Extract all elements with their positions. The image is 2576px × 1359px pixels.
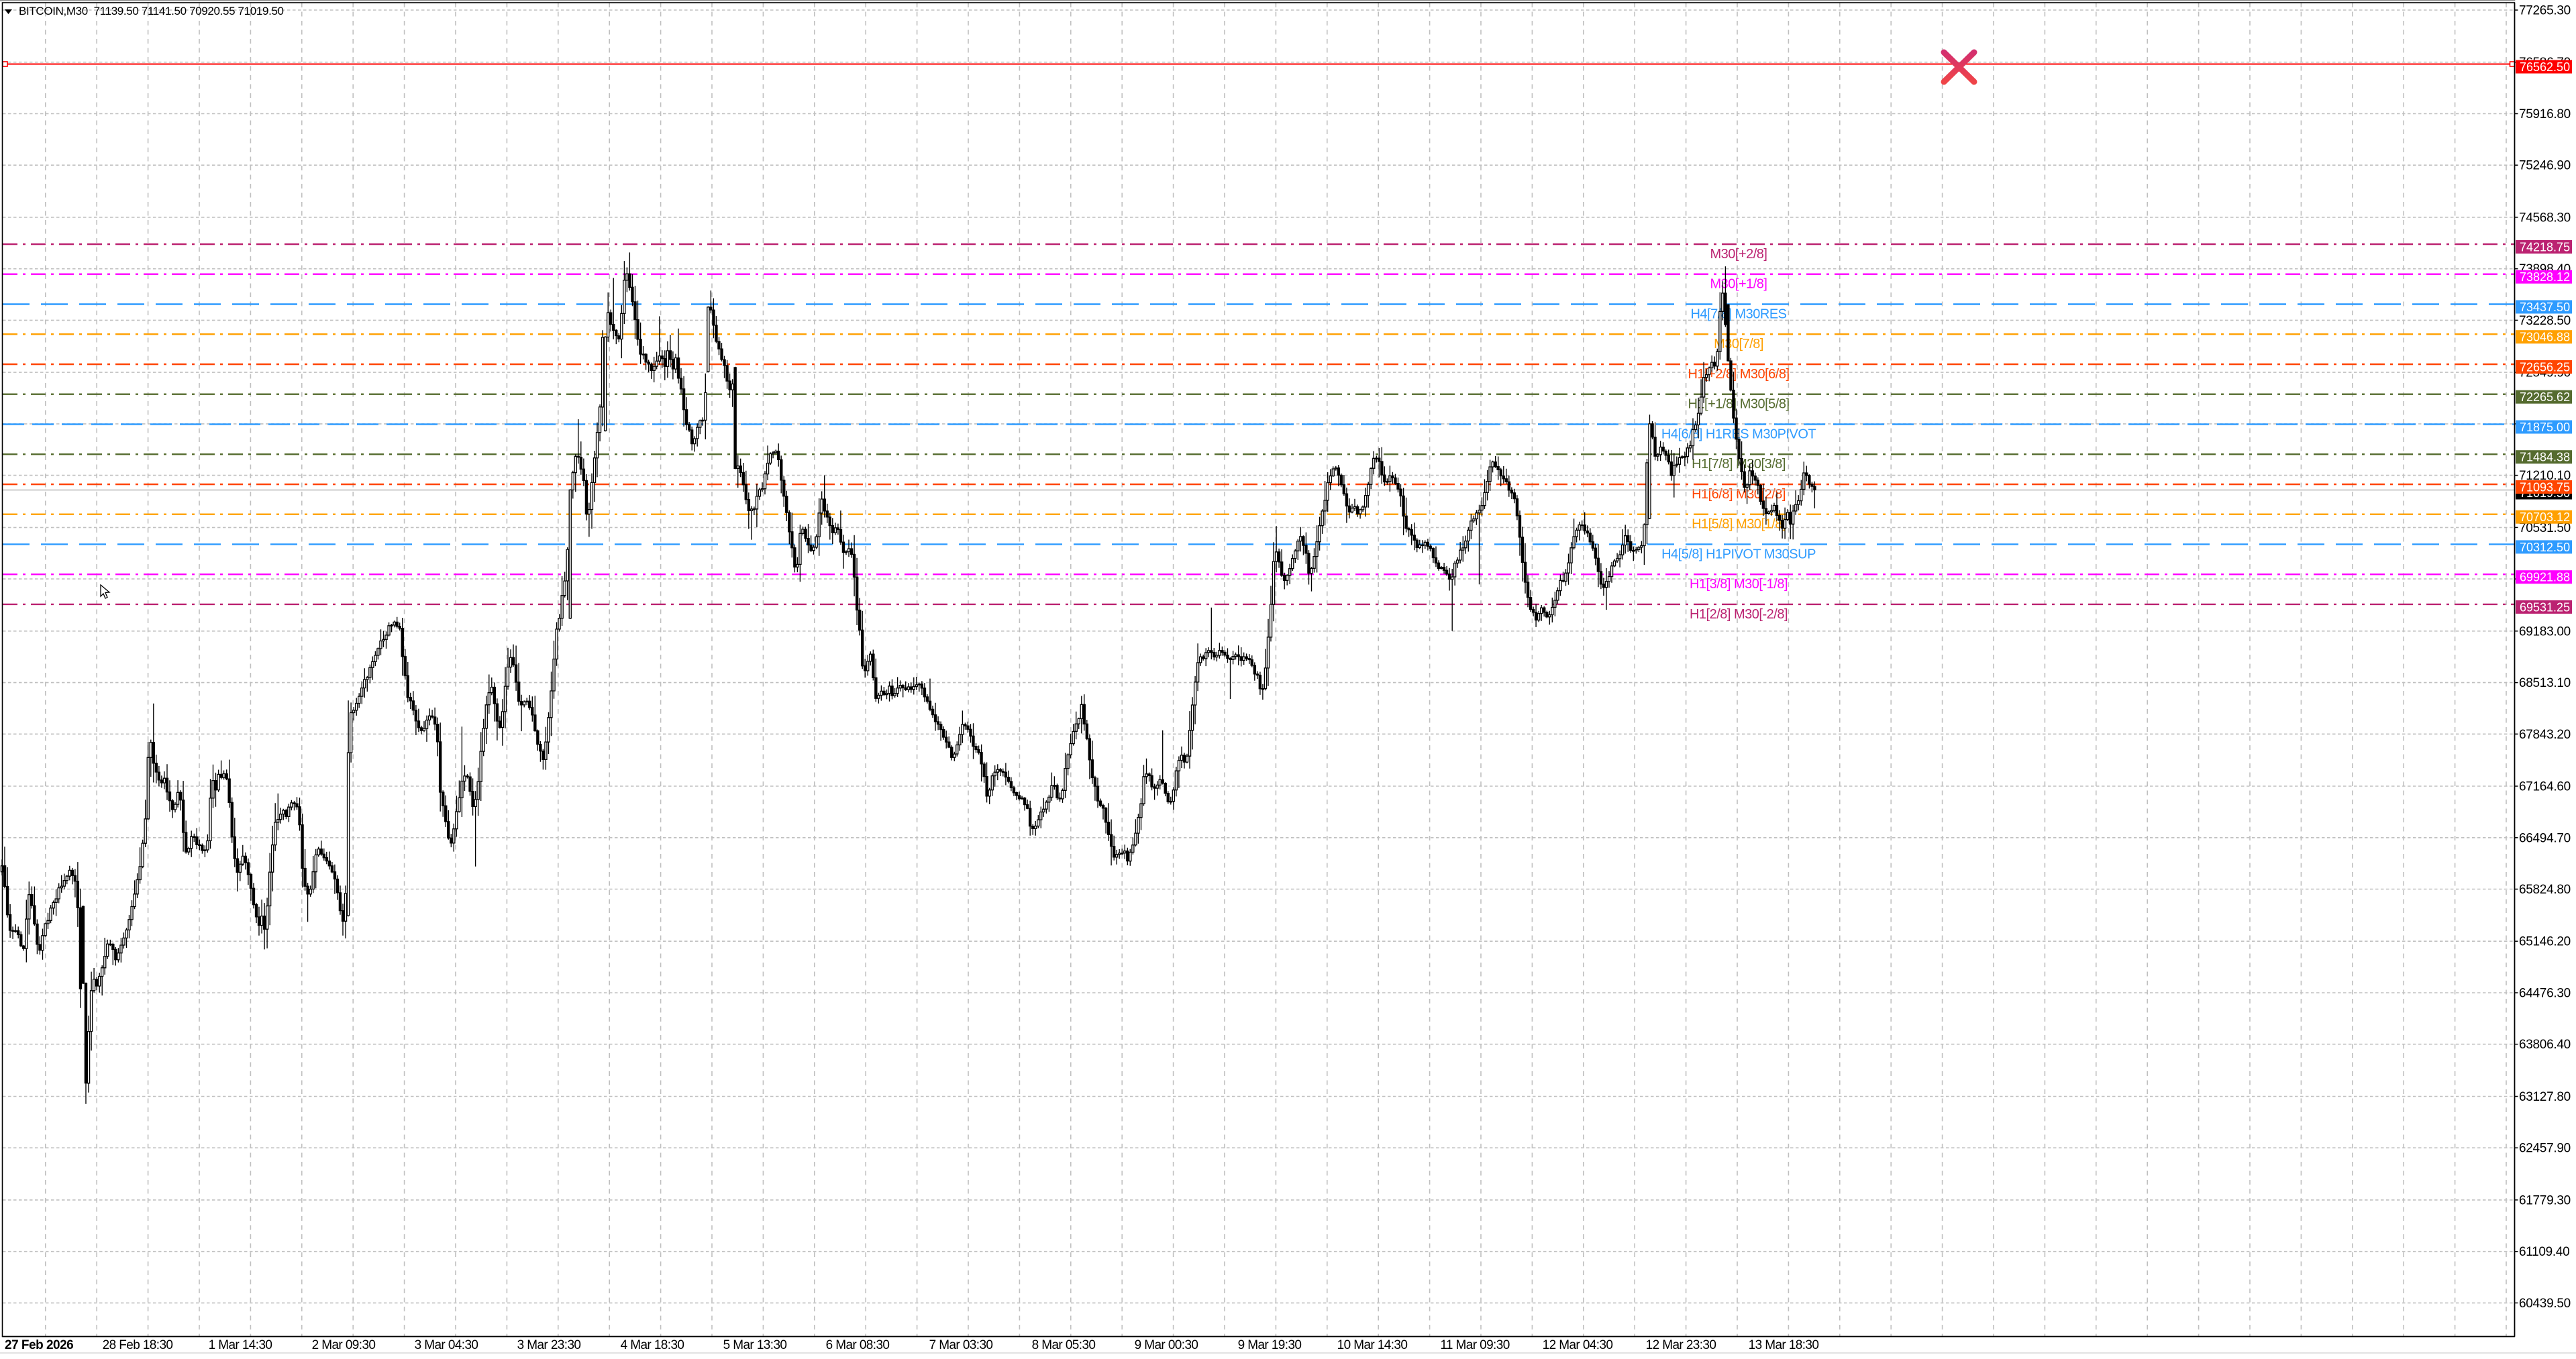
svg-text:2 Mar 09:30: 2 Mar 09:30 <box>312 1338 376 1352</box>
svg-text:9 Mar 19:30: 9 Mar 19:30 <box>1238 1338 1302 1352</box>
svg-text:61779.30: 61779.30 <box>2519 1193 2571 1207</box>
svg-text:77265.30: 77265.30 <box>2519 4 2571 18</box>
svg-text:H1[5/8] M30[1/8]: H1[5/8] M30[1/8] <box>1692 517 1786 532</box>
svg-text:74218.75: 74218.75 <box>2520 241 2570 254</box>
svg-text:75916.80: 75916.80 <box>2519 107 2571 121</box>
svg-text:62457.90: 62457.90 <box>2519 1142 2571 1156</box>
svg-text:61109.40: 61109.40 <box>2519 1245 2569 1259</box>
svg-text:12 Mar 23:30: 12 Mar 23:30 <box>1646 1338 1716 1352</box>
svg-text:6 Mar 08:30: 6 Mar 08:30 <box>826 1338 890 1352</box>
svg-text:64476.30: 64476.30 <box>2519 987 2571 1001</box>
svg-text:3 Mar 23:30: 3 Mar 23:30 <box>517 1338 581 1352</box>
svg-text:70312.50: 70312.50 <box>2520 541 2570 554</box>
svg-text:63127.80: 63127.80 <box>2519 1090 2571 1104</box>
svg-text:75246.90: 75246.90 <box>2519 159 2571 173</box>
svg-text:11 Mar 09:30: 11 Mar 09:30 <box>1440 1338 1509 1352</box>
svg-text:13 Mar 18:30: 13 Mar 18:30 <box>1749 1338 1819 1352</box>
svg-text:60439.50: 60439.50 <box>2519 1297 2571 1311</box>
svg-text:76562.50: 76562.50 <box>2520 60 2570 74</box>
svg-text:72656.25: 72656.25 <box>2520 361 2570 374</box>
svg-text:67164.60: 67164.60 <box>2519 780 2571 794</box>
svg-text:4 Mar 18:30: 4 Mar 18:30 <box>621 1338 684 1352</box>
svg-text:H4[7/8] M30RES: H4[7/8] M30RES <box>1690 307 1786 322</box>
svg-text:M30[7/8]: M30[7/8] <box>1714 337 1763 351</box>
svg-text:H1[+2/8] M30[6/8]: H1[+2/8] M30[6/8] <box>1688 367 1789 382</box>
svg-text:71484.38: 71484.38 <box>2520 451 2570 464</box>
svg-text:M30[+2/8]: M30[+2/8] <box>1710 247 1767 262</box>
svg-text:73228.50: 73228.50 <box>2519 314 2571 328</box>
svg-text:H1[6/8] M30[2/8]: H1[6/8] M30[2/8] <box>1692 487 1786 502</box>
svg-text:7 Mar 03:30: 7 Mar 03:30 <box>929 1338 993 1352</box>
svg-text:8 Mar 05:30: 8 Mar 05:30 <box>1032 1338 1096 1352</box>
svg-text:74568.30: 74568.30 <box>2519 211 2571 225</box>
svg-text:72265.62: 72265.62 <box>2520 390 2570 404</box>
svg-text:71210.10: 71210.10 <box>2519 469 2571 483</box>
svg-text:BITCOIN,M30 71139.50 71141.50: BITCOIN,M30 71139.50 71141.50 70920.55 7… <box>19 5 284 17</box>
svg-text:H4[5/8] H1PIVOT M30SUP: H4[5/8] H1PIVOT M30SUP <box>1661 547 1816 561</box>
svg-text:70531.50: 70531.50 <box>2519 521 2571 535</box>
svg-text:71093.75: 71093.75 <box>2520 481 2570 494</box>
svg-text:H1[2/8] M30[-2/8]: H1[2/8] M30[-2/8] <box>1690 607 1788 622</box>
svg-text:9 Mar 00:30: 9 Mar 00:30 <box>1135 1338 1198 1352</box>
svg-text:73046.88: 73046.88 <box>2520 331 2570 344</box>
svg-text:H1[+1/8] M30[5/8]: H1[+1/8] M30[5/8] <box>1688 397 1789 412</box>
svg-text:12 Mar 04:30: 12 Mar 04:30 <box>1543 1338 1613 1352</box>
svg-text:3 Mar 04:30: 3 Mar 04:30 <box>415 1338 478 1352</box>
svg-text:73828.12: 73828.12 <box>2520 270 2570 284</box>
svg-text:63806.40: 63806.40 <box>2519 1038 2571 1052</box>
svg-text:69183.00: 69183.00 <box>2519 624 2571 639</box>
svg-text:70703.12: 70703.12 <box>2520 510 2570 524</box>
svg-text:H1[3/8] M30[-1/8]: H1[3/8] M30[-1/8] <box>1690 577 1788 592</box>
svg-text:65146.20: 65146.20 <box>2519 935 2571 949</box>
svg-text:28 Feb 18:30: 28 Feb 18:30 <box>103 1338 173 1352</box>
svg-text:66494.70: 66494.70 <box>2519 831 2571 845</box>
svg-text:68513.10: 68513.10 <box>2519 676 2571 690</box>
svg-text:69921.88: 69921.88 <box>2520 571 2570 584</box>
svg-text:69531.25: 69531.25 <box>2520 600 2570 614</box>
svg-text:65824.80: 65824.80 <box>2519 883 2571 897</box>
svg-text:M30[+1/8]: M30[+1/8] <box>1710 277 1767 292</box>
svg-text:1 Mar 14:30: 1 Mar 14:30 <box>209 1338 272 1352</box>
svg-text:71875.00: 71875.00 <box>2520 421 2570 434</box>
svg-text:67843.20: 67843.20 <box>2519 728 2571 742</box>
svg-text:27 Feb 2026: 27 Feb 2026 <box>5 1338 73 1352</box>
svg-text:10 Mar 14:30: 10 Mar 14:30 <box>1337 1338 1408 1352</box>
svg-text:5 Mar 13:30: 5 Mar 13:30 <box>723 1338 787 1352</box>
svg-text:73437.50: 73437.50 <box>2520 301 2570 314</box>
